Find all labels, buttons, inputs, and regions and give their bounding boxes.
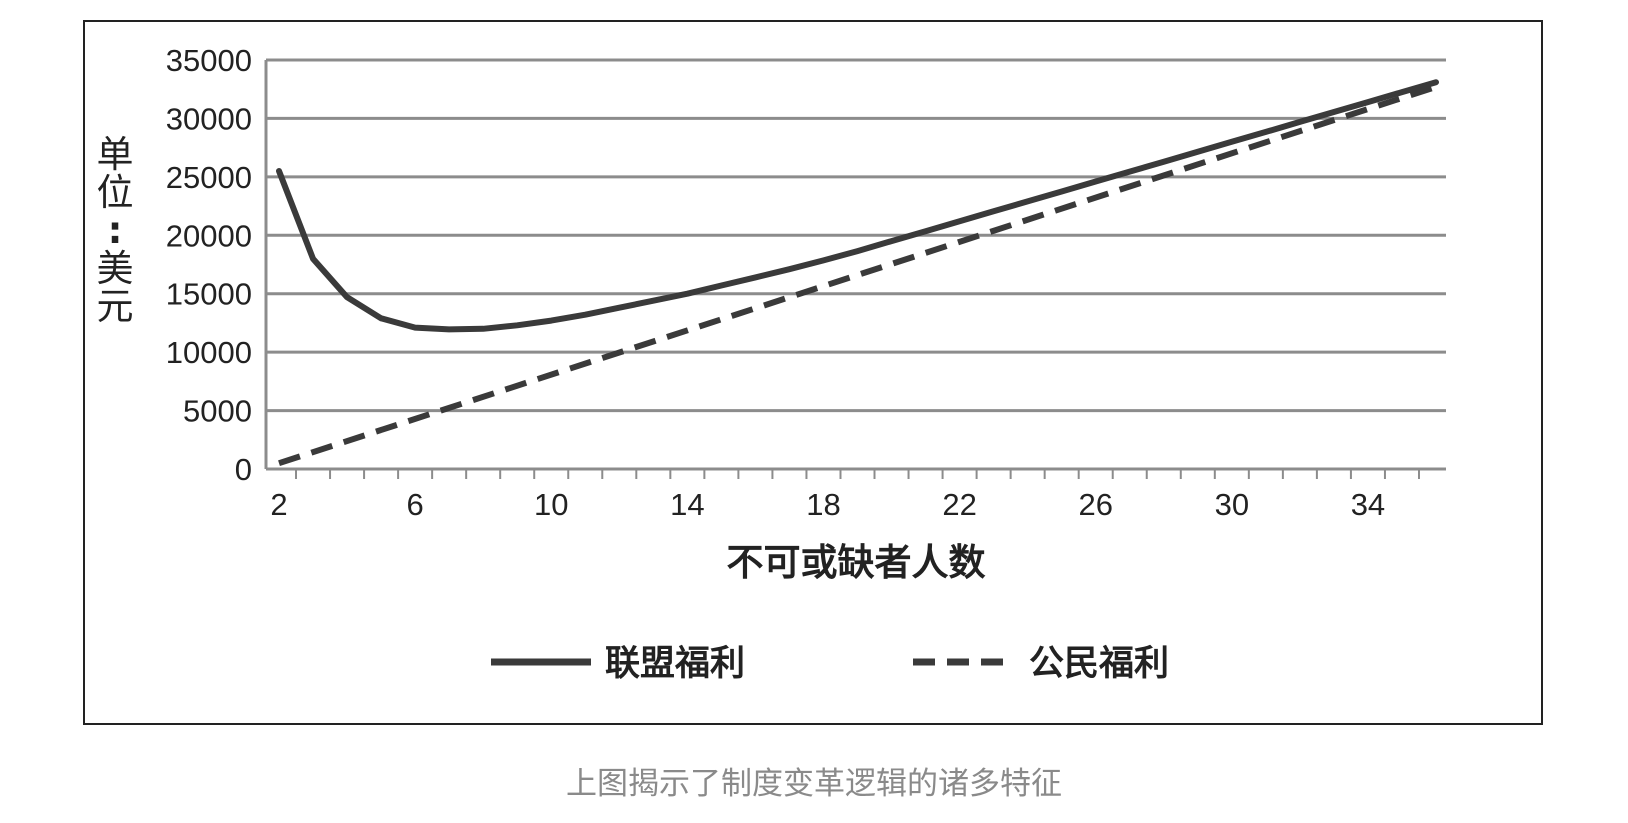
series-line-1 [276,79,1439,333]
x-tick-label: 2 [270,487,287,522]
x-tick-label: 10 [534,487,568,522]
y-tick-label: 20000 [166,218,252,253]
chart-frame: 0 5000 10000 15000 20000 25000 30000 35000 2 6 10 1… [83,20,1543,725]
legend-label-2: 公民福利 [1029,644,1169,684]
x-axis-title: 不可或缺者人数 [727,541,986,584]
figure-caption: 上图揭示了制度变革逻辑的诸多特征 [566,766,1062,802]
y-axis-title: 单位:美元 [97,133,134,328]
x-tick-label: 34 [1351,487,1385,522]
y-tick-label: 35000 [166,43,252,78]
series-line-2 [278,84,1437,467]
y-tick-label: 0 [235,452,252,487]
x-tick-label: 18 [806,487,840,522]
x-tick-label: 26 [1078,487,1112,522]
x-tick-label: 14 [670,487,704,522]
y-tick-label: 5000 [183,394,252,429]
legend-label-1: 联盟福利 [605,644,745,684]
x-tick-label: 6 [406,487,423,522]
y-tick-label: 25000 [166,160,252,195]
y-tick-label: 15000 [166,277,252,312]
x-tick-label: 22 [942,487,976,522]
y-tick-label: 10000 [166,335,252,370]
x-tick-label: 30 [1215,487,1249,522]
y-tick-label: 30000 [166,101,252,136]
